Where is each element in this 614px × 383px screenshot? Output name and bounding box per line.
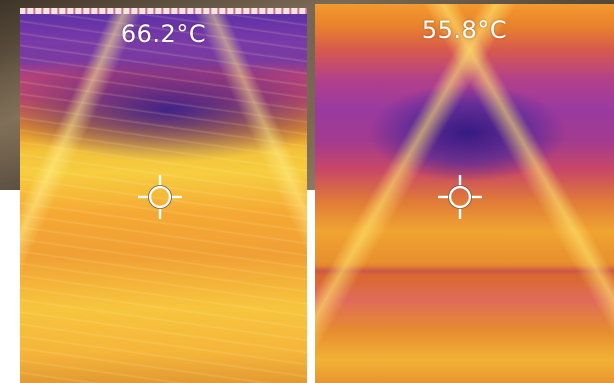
temperature-readout-left: 66.2°C [120,20,207,48]
temperature-readout-right: 55.8°C [421,16,508,44]
thermal-image-left: 66.2°C [20,8,307,383]
thermal-image-right: 55.8°C [315,4,614,383]
crosshair-icon [138,175,182,219]
crosshair-icon [438,175,482,219]
